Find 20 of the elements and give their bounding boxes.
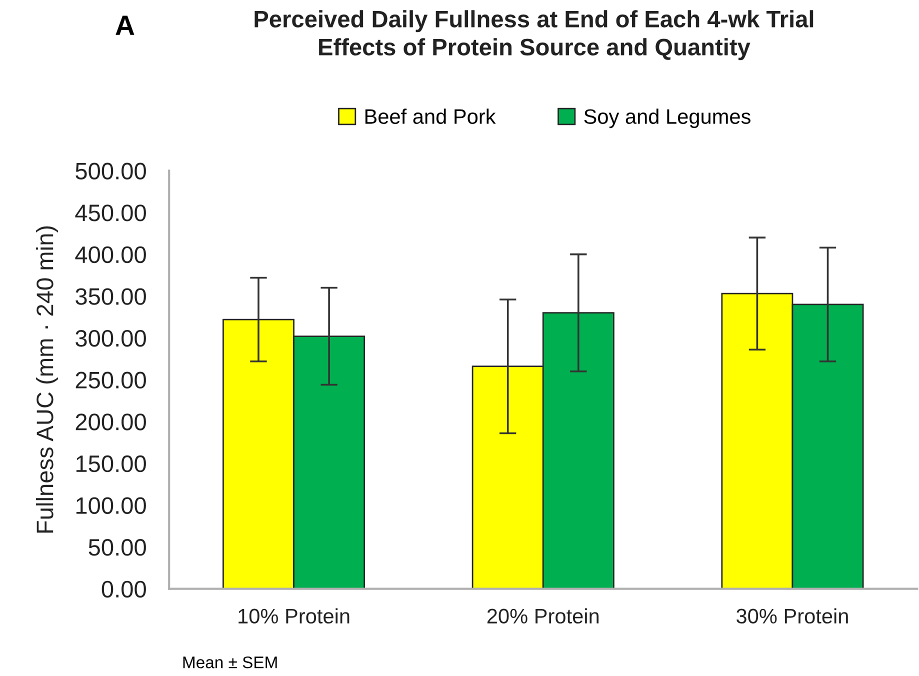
y-tick-label: 450.00: [75, 204, 146, 222]
text: A: [116, 16, 134, 35]
y-tick-label: 250.00: [76, 372, 146, 389]
y-tick-label: 150.00: [76, 455, 146, 472]
x-tick-label: 20% Protein: [487, 608, 599, 624]
legend-label: Beef and Pork: [365, 108, 496, 124]
text: Mean ± SEM: [183, 656, 277, 668]
y-tick-label: 350.00: [76, 288, 146, 305]
x-tick-label: 10% Protein: [238, 608, 350, 624]
y-tick-label: 500.00: [76, 162, 146, 180]
legend-label: Soy and Legumes: [584, 108, 750, 128]
y-tick-label: 300.00: [76, 330, 146, 347]
y-tick-label: 100.00: [76, 497, 146, 514]
chart-title: Perceived Daily Fullness at End of Each 4-wk Trial Effects of Protein Source and Quantity: [254, 10, 814, 60]
y-tick-label: 0.00: [102, 580, 146, 598]
y-tick-label: 50.00: [88, 539, 146, 556]
x-tick-label: 30% Protein: [736, 608, 848, 624]
y-tick-label: 400.00: [75, 246, 146, 264]
y-axis-title: Fullness AUC (mm · 240 min): [36, 226, 58, 533]
y-tick-label: 200.00: [76, 414, 146, 430]
